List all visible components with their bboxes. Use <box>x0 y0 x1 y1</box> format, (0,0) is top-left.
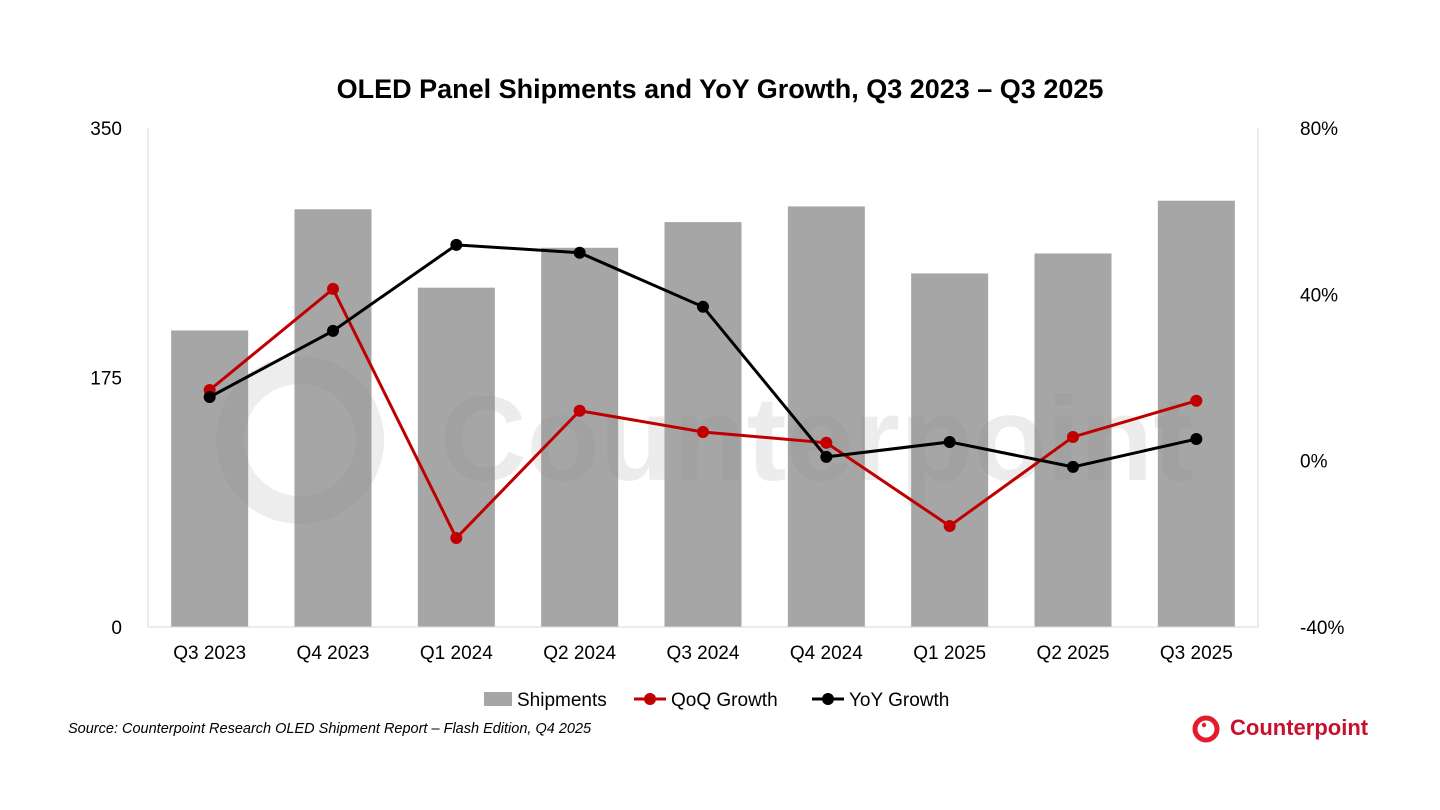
point-yoy-growth <box>327 324 339 337</box>
left-tick-label: 350 <box>90 119 122 140</box>
point-yoy-growth <box>450 238 463 251</box>
x-tick-label: Q1 2024 <box>420 643 493 664</box>
source-note: Source: Counterpoint Research OLED Shipm… <box>68 721 592 737</box>
point-yoy-growth <box>203 391 216 404</box>
x-tick-label: Q3 2024 <box>667 643 740 664</box>
x-tick-label: Q1 2025 <box>913 643 986 664</box>
point-qoq-growth <box>1190 394 1203 407</box>
point-yoy-growth <box>943 435 956 448</box>
point-yoy-growth <box>573 246 586 259</box>
x-tick-label: Q2 2024 <box>543 643 616 664</box>
bar-q3-2025 <box>1157 200 1235 627</box>
right-tick-label: 40% <box>1300 285 1338 306</box>
right-tick-label: -40% <box>1300 618 1344 639</box>
point-yoy-growth <box>820 450 833 463</box>
point-qoq-growth <box>327 282 339 295</box>
legend-label: YoY Growth <box>849 690 949 711</box>
legend-label: QoQ Growth <box>671 690 778 711</box>
bar-q3-2023 <box>171 330 249 627</box>
legend-swatch-marker <box>644 693 656 705</box>
x-tick-label: Q2 2025 <box>1037 643 1110 664</box>
legend-swatch-marker <box>822 693 834 705</box>
point-qoq-growth <box>450 532 463 545</box>
point-yoy-growth <box>697 300 709 313</box>
x-tick-label: Q4 2023 <box>297 643 370 664</box>
legend-swatch-bar <box>484 692 512 706</box>
point-yoy-growth <box>1190 433 1203 446</box>
chart-title: OLED Panel Shipments and YoY Growth, Q3 … <box>337 74 1104 104</box>
counterpoint-logo-icon <box>1192 715 1220 743</box>
x-tick-label: Q3 2025 <box>1160 643 1233 664</box>
bar-q4-2024 <box>787 206 865 627</box>
logo-text: Counterpoint <box>1230 715 1369 740</box>
bar-q1-2024 <box>417 287 495 627</box>
right-tick-label: 0% <box>1300 452 1328 473</box>
point-qoq-growth <box>943 519 956 532</box>
left-tick-label: 175 <box>90 369 122 390</box>
counterpoint-logo: Counterpoint <box>1190 712 1368 744</box>
right-tick-label: 80% <box>1300 119 1338 140</box>
point-yoy-growth <box>1067 460 1079 473</box>
point-qoq-growth <box>820 436 833 449</box>
bar-q3-2024 <box>664 222 742 627</box>
x-tick-label: Q3 2023 <box>173 643 246 664</box>
legend-label: Shipments <box>517 690 607 711</box>
point-qoq-growth <box>697 425 709 438</box>
point-qoq-growth <box>573 404 586 417</box>
watermark: Counterpoint <box>216 356 1193 524</box>
x-tick-label: Q4 2024 <box>790 643 863 664</box>
legend: Shipments QoQ Growth YoY Growth <box>484 690 949 711</box>
watermark-logo-icon <box>216 356 384 524</box>
left-tick-label: 0 <box>111 618 122 639</box>
bar-q4-2023 <box>294 209 372 627</box>
point-qoq-growth <box>1067 430 1079 443</box>
bar-q1-2025 <box>911 273 989 627</box>
